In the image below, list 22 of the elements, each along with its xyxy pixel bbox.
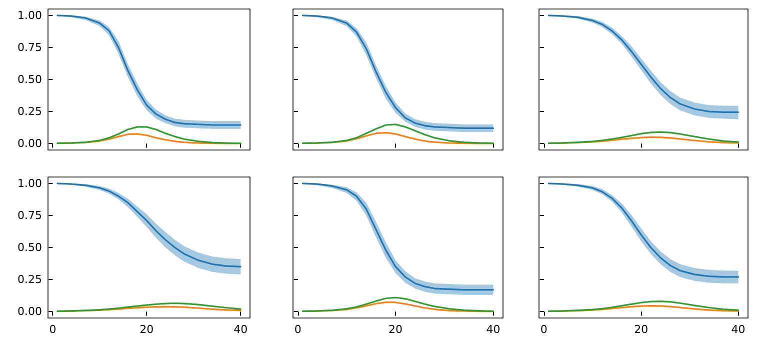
x-tick-label: 40	[486, 323, 500, 336]
x-tick-label: 20	[140, 323, 154, 336]
x-tick-label: 0	[540, 323, 548, 336]
y-tick-label: 0.25	[18, 105, 42, 118]
y-tick-label: 0.00	[18, 305, 42, 318]
line-series	[56, 133, 242, 144]
x-tick-label: 40	[731, 323, 746, 336]
y-tick-label: 0.75	[18, 40, 42, 54]
y-tick-label: 1.00	[18, 176, 42, 190]
y-tick-label: 0.75	[18, 208, 42, 222]
y-tick-label: 0.50	[18, 73, 42, 86]
y-tick-label: 0.50	[18, 241, 42, 254]
y-tick-label: 0.25	[18, 273, 42, 286]
line-series	[56, 126, 242, 144]
x-tick-label: 20	[634, 323, 648, 336]
x-tick-label: 40	[234, 323, 248, 336]
x-tick-label: 0	[49, 323, 56, 336]
y-tick-label: 1.00	[18, 8, 42, 22]
x-tick-label: 20	[388, 323, 403, 336]
line-series	[56, 302, 242, 312]
y-tick-label: 0.00	[18, 137, 42, 150]
x-tick-label: 0	[294, 323, 302, 336]
